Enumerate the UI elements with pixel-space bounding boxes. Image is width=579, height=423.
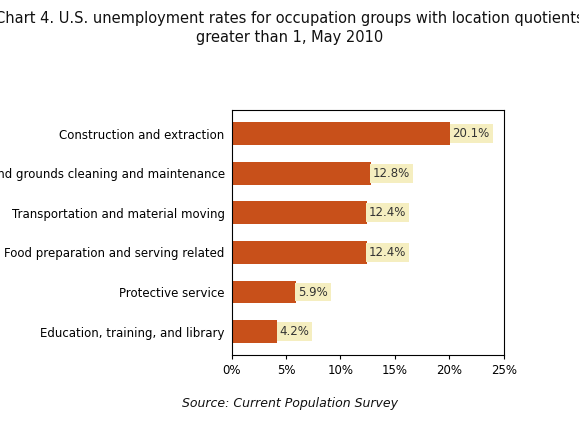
Text: 12.4%: 12.4% bbox=[369, 246, 406, 259]
Text: 12.8%: 12.8% bbox=[373, 167, 411, 180]
Bar bbox=[232, 280, 296, 303]
Bar bbox=[232, 320, 277, 343]
Text: 5.9%: 5.9% bbox=[298, 286, 328, 299]
Bar bbox=[232, 162, 371, 185]
Text: 20.1%: 20.1% bbox=[453, 127, 490, 140]
Bar bbox=[232, 241, 367, 264]
Bar bbox=[232, 122, 450, 145]
Text: 4.2%: 4.2% bbox=[280, 325, 309, 338]
Text: Chart 4. U.S. unemployment rates for occupation groups with location quotients
g: Chart 4. U.S. unemployment rates for occ… bbox=[0, 11, 579, 45]
Text: Source: Current Population Survey: Source: Current Population Survey bbox=[181, 397, 398, 410]
Text: 12.4%: 12.4% bbox=[369, 206, 406, 220]
Bar bbox=[232, 201, 367, 224]
